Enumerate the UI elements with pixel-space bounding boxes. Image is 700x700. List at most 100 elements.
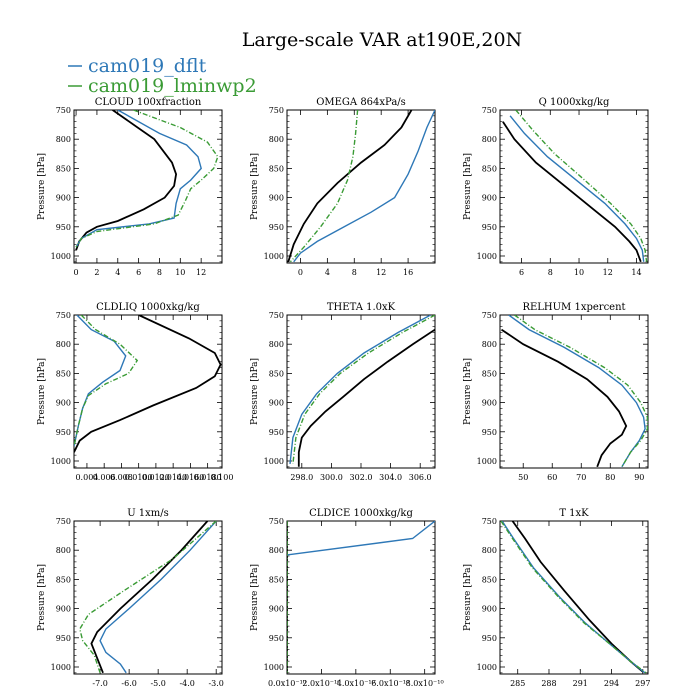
x-tick-label: 0.0100 (125, 473, 153, 482)
x-tick-label: 0.004 (75, 473, 98, 482)
x-tick-label: 0.006 (93, 473, 116, 482)
panel-2: OMEGA 864xPa/s Pressure [hPa] 750 800 850 900… (250, 97, 436, 277)
panel-title: U 1xm/s (127, 508, 169, 519)
y-tick-label: 800 (56, 340, 71, 349)
y-tick-label: 800 (269, 546, 284, 555)
x-tick-label: 2.0x10⁻¹⁰ (302, 679, 340, 688)
x-tick-label: 12 (196, 268, 206, 277)
y-tick-label: 750 (269, 517, 284, 526)
x-tick-label: 12 (376, 268, 386, 277)
series-line-cam019_dflt (74, 315, 127, 447)
x-tick-label: 8 (352, 268, 357, 277)
panel-1: CLOUD 100xfraction Pressure [hPa] 750 800 85… (37, 97, 223, 277)
series-line-cam019_dflt (293, 110, 435, 263)
x-tick-label: 302.0 (350, 473, 373, 482)
x-tick-label: -6.0 (121, 679, 136, 688)
x-tick-label: 70 (576, 473, 586, 482)
y-tick-label: 950 (482, 428, 497, 437)
series-line-cam019_dflt (75, 110, 202, 248)
x-tick-label: 10 (175, 268, 185, 277)
y-tick-label: 1000 (51, 252, 71, 261)
y-axis-label: Pressure [hPa] (37, 564, 47, 631)
x-tick-label: 0.008 (110, 473, 133, 482)
series-line-cam019_lminwp2 (74, 315, 139, 447)
y-tick-label: 950 (56, 428, 71, 437)
panel-title: CLOUD 100xfraction (95, 97, 202, 108)
y-tick-label: 750 (482, 106, 497, 115)
x-tick-label: 6 (136, 268, 141, 277)
y-tick-label: 1000 (477, 252, 497, 261)
series-line-cam019_dflt (289, 315, 431, 464)
series-line-cam019_dflt (509, 115, 645, 262)
panel-title: OMEGA 864xPa/s (316, 97, 406, 108)
y-tick-label: 800 (482, 546, 497, 555)
y-tick-label: 1000 (477, 457, 497, 466)
y-tick-label: 950 (269, 634, 284, 643)
y-tick-label: 1000 (264, 663, 284, 672)
x-tick-label: 0.0120 (142, 473, 170, 482)
y-axis-label: Pressure [hPa] (37, 153, 47, 220)
x-tick-label: 50 (518, 473, 528, 482)
y-tick-label: 1000 (477, 663, 497, 672)
panel-title: T 1xK (559, 508, 589, 519)
x-tick-label: 294 (604, 679, 619, 688)
panel-3: Q 1000xkg/kg Pressure [hPa] 750 800 850 900 95… (463, 97, 649, 277)
x-tick-label: -4.0 (179, 679, 194, 688)
x-tick-label: 2 (94, 268, 99, 277)
x-tick-label: -3.0 (208, 679, 223, 688)
x-tick-label: 10 (574, 268, 584, 277)
x-tick-label: 0.0x10⁻¹⁰ (268, 679, 306, 688)
x-tick-label: 4 (115, 268, 120, 277)
x-tick-label: 0.100 (211, 473, 234, 482)
y-tick-label: 1000 (51, 663, 71, 672)
y-tick-label: 800 (482, 340, 497, 349)
series-line-control (500, 328, 628, 468)
x-tick-label: 0.0180 (194, 473, 222, 482)
plot-frame (286, 314, 436, 469)
y-tick-label: 1000 (264, 457, 284, 466)
y-tick-label: 850 (56, 369, 71, 378)
y-tick-label: 900 (482, 399, 497, 408)
y-tick-label: 750 (269, 311, 284, 320)
x-tick-label: 297 (635, 679, 650, 688)
y-tick-label: 950 (269, 223, 284, 232)
figure-title: Large-scale VAR at190E,20N (242, 29, 522, 51)
x-tick-label: 4.0x10⁻¹⁰ (337, 679, 375, 688)
series-line-cam019_lminwp2 (75, 110, 219, 248)
series-line-cam019_lminwp2 (292, 315, 435, 464)
y-tick-label: 800 (56, 546, 71, 555)
panel-title: Q 1000xkg/kg (539, 97, 610, 108)
y-tick-label: 950 (56, 634, 71, 643)
series-line-control (74, 315, 222, 453)
y-tick-label: 900 (56, 194, 71, 203)
y-tick-label: 900 (56, 399, 71, 408)
x-tick-label: -7.0 (92, 679, 107, 688)
panel-9: T 1xK Pressure [hPa] 750 800 850 900 950 1000 28… (463, 508, 650, 688)
y-tick-label: 750 (482, 517, 497, 526)
panel-6: RELHUM 1xpercent Pressure [hPa] 750 800 850 9… (463, 302, 649, 482)
series-line-control (502, 121, 642, 263)
panel-8: CLDICE 1000xkg/kg Pressure [hPa] 750 800 850… (250, 508, 444, 688)
series-line-control (287, 110, 413, 263)
series-line-control (511, 521, 644, 673)
panel-7: U 1xm/s Pressure [hPa] 750 800 850 900 950 1000… (37, 508, 224, 688)
y-tick-label: 900 (56, 605, 71, 614)
x-tick-label: 4 (325, 268, 330, 277)
x-tick-label: 300.0 (320, 473, 343, 482)
plot-frame (73, 314, 223, 469)
x-tick-label: -5.0 (150, 679, 165, 688)
x-tick-label: 6.0x10⁻¹⁰ (371, 679, 409, 688)
legend-label-dflt: cam019_dflt (88, 55, 207, 77)
y-axis-label: Pressure [hPa] (250, 564, 260, 631)
legend: cam019_dflt cam019_lminwp2 (68, 55, 257, 97)
x-tick-label: 0.0160 (176, 473, 204, 482)
y-tick-label: 850 (482, 369, 497, 378)
x-tick-label: 306.0 (409, 473, 432, 482)
panel-5: THETA 1.0xK Pressure [hPa] 750 800 850 900 950… (250, 302, 436, 482)
plot-frame (286, 520, 436, 675)
plot-frame (73, 520, 223, 675)
y-axis-label: Pressure [hPa] (463, 153, 473, 220)
x-tick-label: 0 (298, 268, 303, 277)
x-tick-label: 0 (74, 268, 79, 277)
